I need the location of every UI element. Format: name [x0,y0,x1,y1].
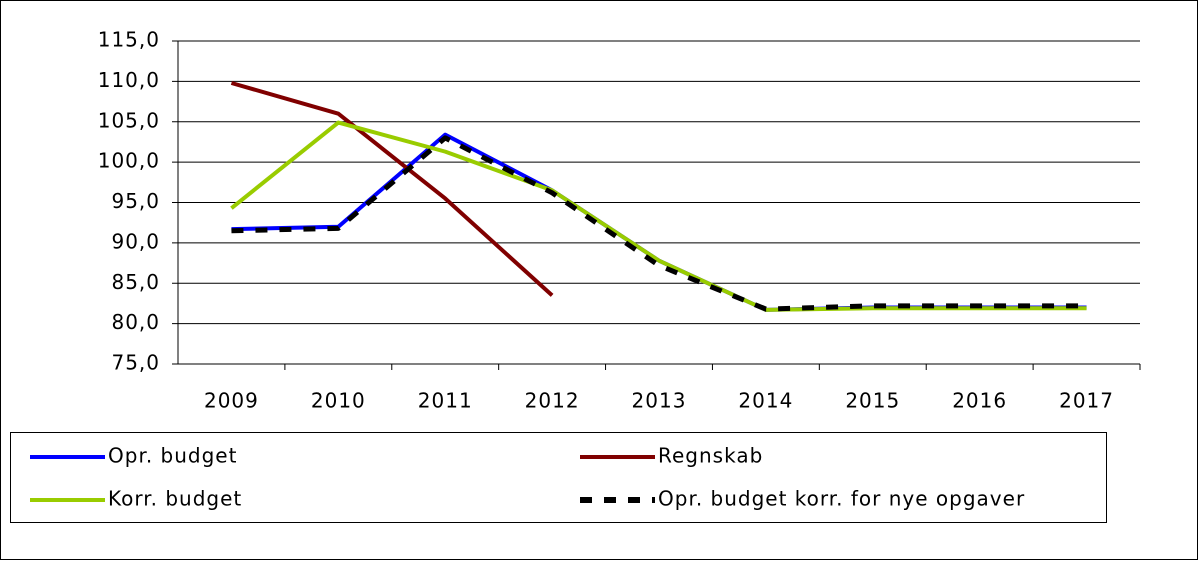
x-tick-label: 2014 [738,389,793,413]
series-line [230,120,1087,312]
x-tick-label: 2015 [845,389,900,413]
legend-label: Opr. budget korr. for nye opgaver [658,487,1025,511]
series-line [231,135,1087,312]
y-tick-label: 80,0 [111,310,160,334]
y-tick-label: 115,0 [98,28,160,52]
x-tick-label: 2009 [204,389,259,413]
y-tick-label: 105,0 [98,108,160,132]
x-tick-label: 2012 [525,389,580,413]
x-tick-label: 2013 [632,389,687,413]
series-line [230,81,554,297]
y-tick-label: 75,0 [111,351,160,375]
x-tick-label: 2017 [1059,389,1114,413]
x-tick-label: 2011 [418,389,473,413]
y-tick-label: 85,0 [111,270,160,294]
x-tick-label: 2016 [952,389,1007,413]
legend-box [10,432,1107,523]
y-tick-label: 100,0 [98,149,160,173]
legend-label: Opr. budget [108,444,237,468]
y-tick-label: 90,0 [111,229,160,253]
y-tick-label: 110,0 [98,68,160,92]
legend-label: Regnskab [658,444,763,468]
legend-label: Korr. budget [108,487,242,511]
y-tick-label: 95,0 [111,189,160,213]
x-tick-label: 2010 [311,389,366,413]
